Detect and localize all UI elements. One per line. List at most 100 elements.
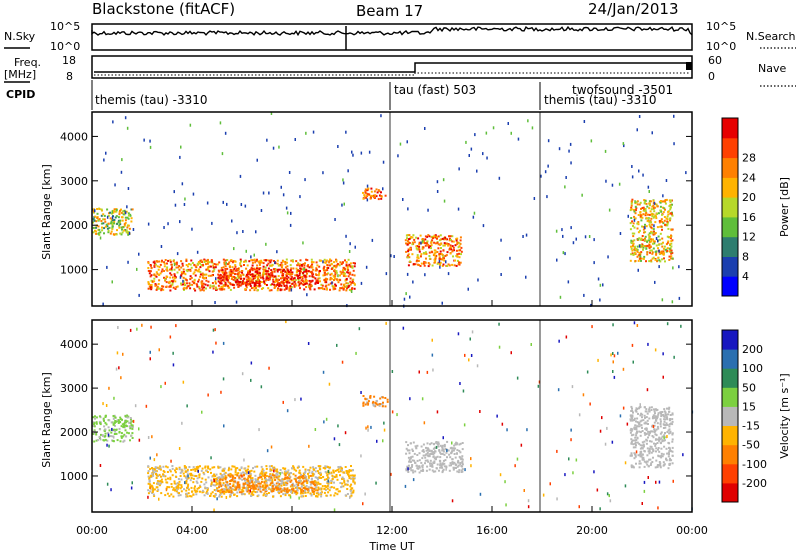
echo-cell <box>655 415 658 418</box>
echo-cell <box>284 279 287 282</box>
echo-cell <box>652 238 654 241</box>
echo-cell <box>234 469 237 472</box>
echo-cell <box>651 231 654 234</box>
echo-cell <box>130 220 133 223</box>
echo-cell <box>120 216 123 219</box>
echo-cell <box>662 375 664 379</box>
echo-cell <box>449 235 452 238</box>
echo-cell <box>238 483 241 486</box>
echo-cell <box>634 217 637 220</box>
echo-cell <box>376 403 379 406</box>
echo-cell <box>316 470 319 473</box>
echo-cell <box>296 486 299 488</box>
echo-cell <box>284 492 287 495</box>
echo-cell <box>223 280 226 283</box>
echo-cell <box>166 466 169 469</box>
echo-cell <box>458 449 461 452</box>
echo-cell <box>631 249 634 252</box>
echo-cell <box>101 435 104 437</box>
echo-cell <box>203 259 206 262</box>
echo-cell <box>447 272 450 276</box>
echo-cell <box>213 479 215 483</box>
echo-cell <box>127 260 129 264</box>
echo-cell <box>386 398 389 401</box>
echo-cell <box>409 247 412 250</box>
echo-cell <box>347 169 349 173</box>
echo-cell <box>343 202 345 206</box>
echo-cell <box>264 259 267 262</box>
echo-cell <box>434 260 437 262</box>
echo-cell <box>197 261 200 263</box>
echo-cell <box>673 355 675 359</box>
echo-cell <box>349 280 352 283</box>
echo-cell <box>267 275 270 277</box>
echo-cell <box>147 475 150 478</box>
echo-cell <box>346 493 349 495</box>
echo-cell <box>431 469 434 472</box>
echo-cell <box>318 272 321 275</box>
echo-cell <box>113 208 116 211</box>
echo-cell <box>337 281 340 284</box>
echo-cell <box>156 285 159 288</box>
echo-cell <box>665 179 668 182</box>
echo-cell <box>293 280 296 283</box>
echo-cell <box>172 487 175 490</box>
echo-cell <box>336 478 339 481</box>
echo-cell <box>341 360 344 364</box>
echo-cell <box>632 235 635 238</box>
echo-cell <box>657 427 660 430</box>
echo-cell <box>665 458 667 461</box>
echo-cell <box>297 262 300 265</box>
echo-cell <box>331 281 333 285</box>
echo-cell <box>418 245 421 248</box>
echo-cell <box>219 472 222 475</box>
echo-cell <box>150 325 152 329</box>
echo-cell <box>149 483 152 486</box>
echo-cell <box>101 226 103 229</box>
echo-cell <box>643 480 646 484</box>
echo-cell <box>406 243 409 246</box>
echo-cell <box>333 475 336 478</box>
echo-cell <box>303 268 305 271</box>
echo-cell <box>215 287 218 290</box>
echo-cell <box>443 257 445 260</box>
echo-cell <box>516 376 519 380</box>
echo-cell <box>427 448 430 451</box>
echo-cell <box>659 462 662 465</box>
echo-cell <box>288 489 291 492</box>
echo-cell <box>99 231 102 234</box>
echo-cell <box>291 271 294 274</box>
echo-cell <box>275 278 278 281</box>
echo-cell <box>635 434 638 437</box>
echo-cell <box>633 210 636 213</box>
echo-cell <box>442 244 445 247</box>
echo-cell <box>310 481 313 484</box>
echo-cell <box>646 454 649 457</box>
echo-cell <box>155 288 158 291</box>
echo-cell <box>631 439 634 442</box>
echo-cell <box>319 471 322 474</box>
x-tick-label: 04:00 <box>176 524 208 537</box>
echo-cell <box>458 242 461 245</box>
echo-cell <box>421 239 424 243</box>
echo-cell <box>451 458 454 461</box>
echo-cell <box>428 263 431 266</box>
echo-cell <box>288 289 291 292</box>
echo-cell <box>326 278 329 281</box>
echo-cell <box>239 284 242 287</box>
echo-cell <box>324 465 327 468</box>
echo-cell <box>169 285 171 288</box>
echo-cell <box>197 486 200 489</box>
echo-cell <box>654 250 657 253</box>
echo-cell <box>236 474 239 477</box>
echo-cell <box>458 469 461 472</box>
echo-cell <box>318 277 321 280</box>
echo-cell <box>348 289 351 291</box>
echo-cell <box>131 427 134 430</box>
echo-cell <box>96 439 99 442</box>
echo-cell <box>166 276 169 278</box>
echo-cell <box>350 494 353 497</box>
echo-cell <box>296 489 299 492</box>
echo-cell <box>258 263 261 266</box>
